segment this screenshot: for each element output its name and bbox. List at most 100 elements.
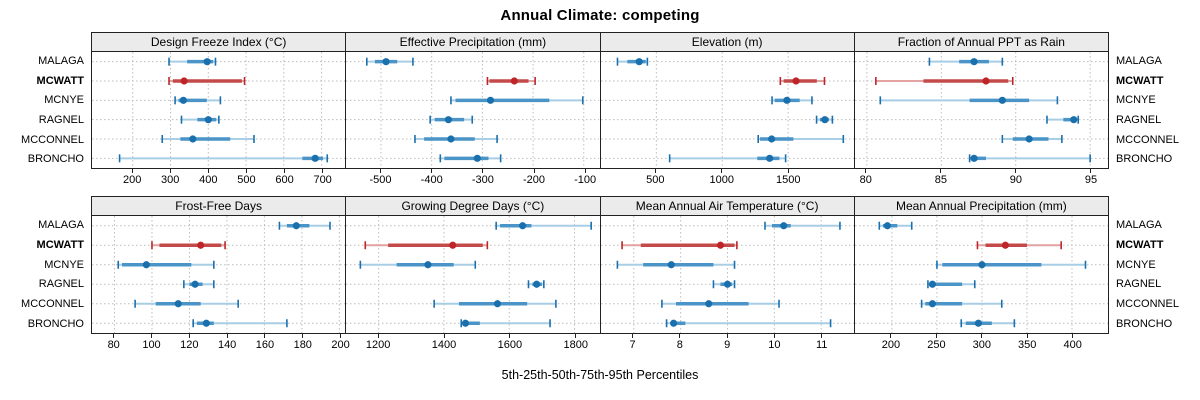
series-malaga [616,57,648,66]
station-label-mcconnel: MCCONNEL [1116,298,1179,311]
series-broncho [668,154,786,163]
series-mcnye [879,96,1058,105]
axis-tick-label: 1800 [563,339,589,351]
axis-tick-label: 8 [676,339,683,351]
series-mcnye [616,260,735,269]
median-dot [487,96,495,104]
median-dot [767,135,775,143]
series-mcwatt [976,241,1062,250]
station-label-slot: MCNYE [1109,90,1200,110]
y-labels-right-row1: MALAGA MCWATT MCNYE RAGNEL MCCONNEL BRONCHO [1109,51,1200,169]
spacer [0,169,91,196]
station-label-slot: RAGNEL [1109,274,1200,294]
axis-tick-mark [380,169,382,173]
gridlines [346,216,600,333]
median-dot [782,96,791,104]
axis-tick-mark [169,169,171,173]
x-axis-effective-precipitation: -500 -400 -300 -200 -100 [345,169,600,196]
axis-tick-label: 80 [107,339,120,351]
x-axis-fraction-ppt-rain: 80 85 90 95 [854,169,1109,196]
axis-tick-mark [1072,334,1074,338]
axis-tick-mark [935,334,937,338]
station-label-mcconnel: MCCONNEL [21,298,84,311]
station-label-slot: BRONCHO [1109,149,1200,169]
panel-design-freeze-index [91,51,347,169]
series-mcconnel [433,299,557,308]
series-mcconnel [414,135,499,143]
series-mcconnel [920,299,1003,308]
axis-tick-mark [322,169,324,173]
station-label-slot: MCWATT [0,71,91,91]
x-axis-mean-annual-air-temperature: 7 8 9 10 11 [600,334,855,361]
panel-mean-annual-air-temperature [599,215,855,334]
axis-tick-mark [284,169,286,173]
axis-tick-label: 180 [293,339,312,351]
median-dot [998,96,1006,104]
median-dot [1001,241,1009,249]
axis-tick-mark [113,334,115,338]
median-dot [779,222,787,230]
axis-tick-label: 1500 [776,174,801,186]
axis-tick-mark [131,169,133,173]
panel-frost-free-days [91,215,347,334]
gridlines [92,52,345,168]
axis-tick-label: 90 [1009,174,1023,186]
axis-tick-label: 400 [199,174,218,186]
axis-tick-mark [245,169,247,173]
station-label-slot: MALAGA [0,215,91,235]
median-dot [382,58,390,66]
median-dot [928,280,936,288]
axis-tick-label: 160 [255,339,275,351]
series-ragnel [527,280,545,289]
series-malaga [763,221,841,230]
median-dot [765,154,773,162]
panel-canvas [92,52,345,168]
spacer [1109,32,1200,51]
median-dot [204,116,212,124]
station-label-slot: MCNYE [0,90,91,110]
series-mcconnel [1001,135,1063,143]
axis-tick-label: 1000 [709,174,735,186]
panel-effective-precipitation [345,51,601,169]
axis-tick-label: -200 [522,174,546,186]
panel-strip: Frost-Free Days [91,196,347,215]
gridlines [854,216,1108,333]
panel-strip: Fraction of Annual PPT as Rain [853,32,1109,51]
panel-canvas [346,216,600,333]
median-dot [180,77,188,85]
axis-tick-mark [151,334,152,338]
station-label-malaga: MALAGA [1116,54,1162,67]
median-dot [445,116,453,124]
panel-mean-annual-precipitation [853,215,1109,334]
y-labels-left-row1: MALAGA MCWATT MCNYE RAGNEL MCCONNEL BRONCHO [0,51,91,169]
x-axis-elevation: 500 1000 1500 [600,169,855,196]
axis-tick-mark [377,334,379,338]
axis-tick-label: -300 [471,174,494,186]
axis-tick-mark [679,334,681,338]
station-label-slot: BRONCHO [1109,314,1200,334]
median-dot [716,241,724,249]
axis-tick-mark [431,169,433,173]
series-mcwatt [364,241,489,250]
figure-grid: Design Freeze Index (°C) Effective Preci… [0,32,1200,361]
axis-row-2: 80 100 120 140 160 180 200 1200 1400 1600 1800 7 8… [91,334,1109,361]
median-dot [723,280,731,288]
station-label-ragnel: RAGNEL [38,113,84,126]
median-dot [311,154,319,162]
axis-tick-mark [207,169,209,173]
station-label-slot: BRONCHO [0,149,91,169]
median-dot [203,58,211,66]
station-label-slot: MCNYE [0,255,91,275]
station-label-ragnel: RAGNEL [1116,278,1162,291]
panel-canvas [854,216,1108,333]
station-label-mcnye: MCNYE [1116,94,1156,107]
axis-tick-mark [482,169,484,173]
panel-strip: Mean Annual Air Temperature (°C) [599,196,855,215]
station-label-slot: RAGNEL [0,110,91,130]
station-label-slot: MALAGA [1109,215,1200,235]
station-label-broncho: BRONCHO [27,153,84,166]
median-dot [494,300,502,308]
axis-tick-label: 80 [859,174,872,186]
median-dot [978,261,986,269]
axis-tick-mark [981,334,983,338]
